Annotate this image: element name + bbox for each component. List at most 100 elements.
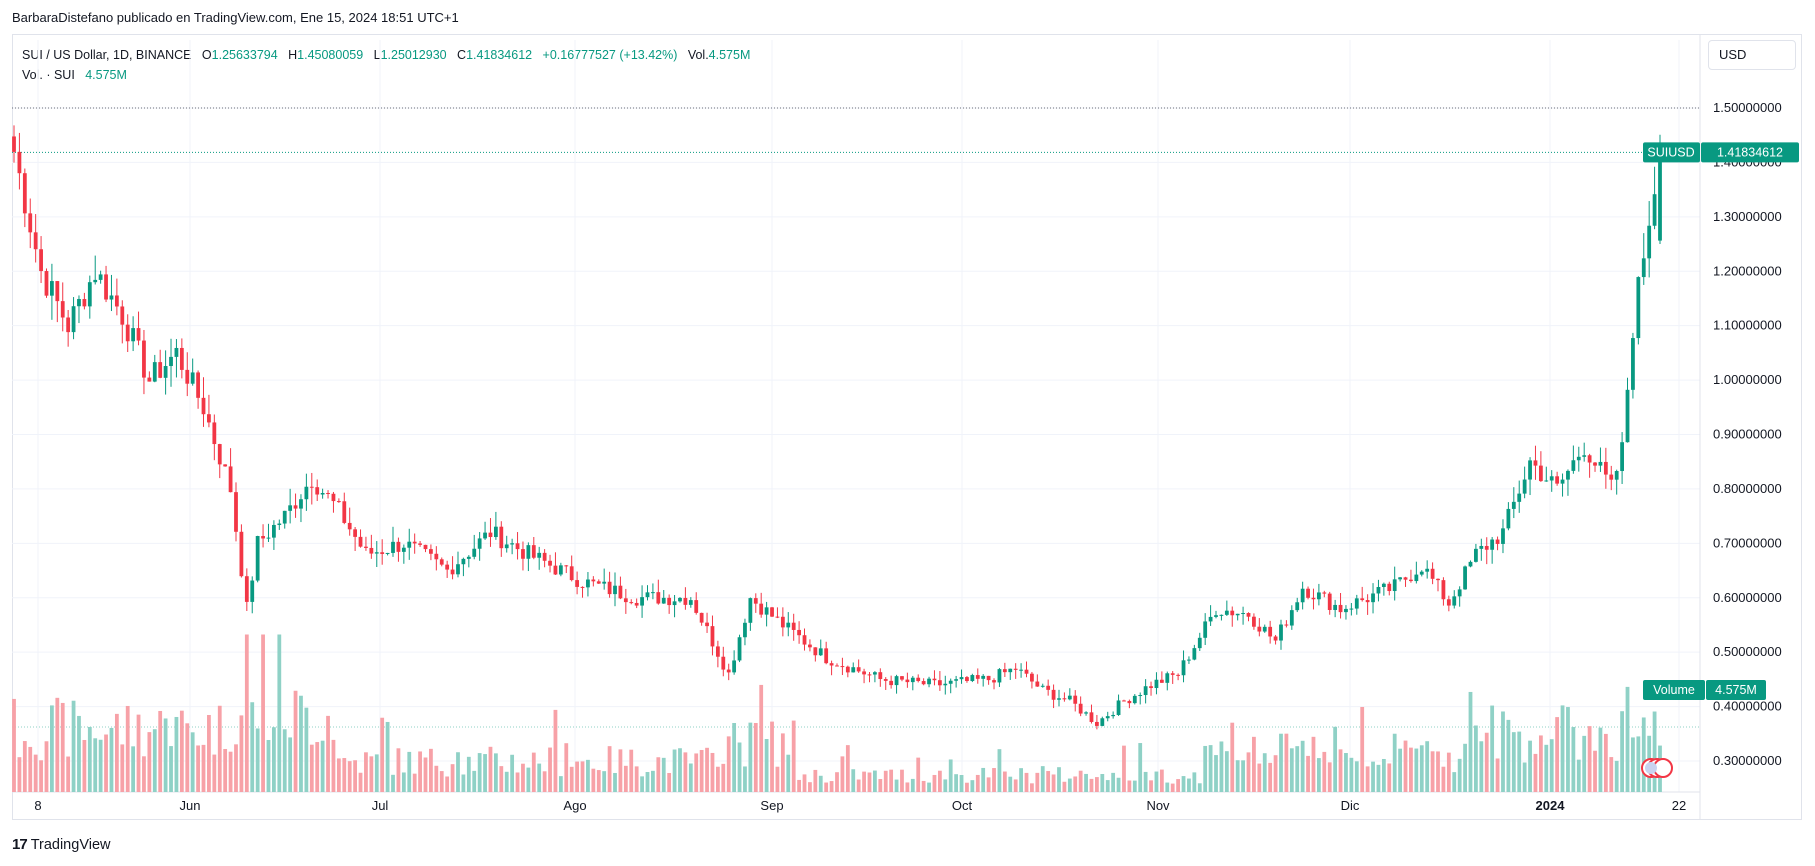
candle-body <box>461 558 466 565</box>
candle-body <box>315 487 320 495</box>
candle-body <box>845 666 850 673</box>
candle-body <box>293 505 298 509</box>
volume-bar <box>1365 766 1370 792</box>
candle-body <box>699 612 704 623</box>
volume-bar <box>169 746 173 792</box>
y-tick-label: 0.80000000 <box>1713 481 1782 496</box>
volume-bar <box>797 779 801 792</box>
volume-bar <box>244 634 249 792</box>
volume-bar <box>1506 719 1511 792</box>
candle-body <box>1327 593 1332 610</box>
volume-bar <box>1582 735 1587 792</box>
volume-bar <box>602 771 607 792</box>
volume-value-tag <box>1706 680 1766 700</box>
x-tick-label: Jul <box>372 798 389 813</box>
volume-bar <box>1246 752 1251 792</box>
volume-bar <box>104 734 108 792</box>
volume-bar <box>1625 686 1630 792</box>
volume-bar <box>1122 745 1126 792</box>
symbol-price-tag <box>1643 142 1700 163</box>
candle-body <box>1658 152 1662 241</box>
candle-body <box>342 501 347 523</box>
volume-bar <box>1511 732 1516 792</box>
candle-body <box>17 151 22 174</box>
volume-bar <box>575 761 580 792</box>
volume-bar <box>1484 732 1489 792</box>
candle-body <box>651 592 655 594</box>
volume-bar <box>234 744 238 792</box>
volume-bar <box>1614 760 1619 792</box>
candle-body <box>28 213 33 233</box>
candle-body <box>234 492 238 532</box>
y-tick-label: 1.20000000 <box>1713 263 1782 278</box>
symbol-label[interactable]: SUI / US Dollar, 1D, BINANCE <box>22 48 192 62</box>
volume-bar <box>493 753 498 792</box>
volume-bar <box>591 768 596 792</box>
candle-body <box>932 678 937 681</box>
volume-bar <box>1203 745 1208 792</box>
x-tick-label: Jun <box>180 798 201 813</box>
volume-bar <box>196 745 200 792</box>
volume-bar <box>867 772 872 792</box>
candle-body <box>136 328 141 341</box>
volume-bar <box>954 774 959 792</box>
volume-bar <box>66 756 71 792</box>
volume-bar <box>1257 763 1262 792</box>
x-tick-label: Ago <box>563 798 586 813</box>
volume-bar <box>607 746 612 792</box>
volume-bar <box>374 754 379 792</box>
volume-study-label[interactable]: Vol. · SUI <box>22 68 75 82</box>
candle-body <box>1517 493 1522 502</box>
candle-body <box>1419 571 1424 575</box>
volume-bar <box>910 778 915 792</box>
volume-bar <box>1084 773 1088 792</box>
candle-body <box>1067 695 1072 700</box>
volume-bar <box>250 702 255 792</box>
candle-body <box>1197 637 1202 649</box>
tradingview-logo[interactable]: 17 TradingView <box>12 836 110 853</box>
volume-bar <box>1419 745 1424 792</box>
volume-bar <box>553 709 558 792</box>
volume-bar <box>429 748 433 792</box>
candle-body <box>965 677 969 682</box>
chart-frame[interactable] <box>12 34 1802 820</box>
candle-body <box>114 295 119 307</box>
volume-bar <box>683 752 688 792</box>
volume-bar <box>1560 705 1565 792</box>
volume-bar <box>586 759 590 792</box>
volume-bar <box>569 766 574 792</box>
volume-bar <box>1241 760 1245 792</box>
low-label: L <box>373 48 381 62</box>
volume-bar <box>1479 741 1484 792</box>
currency-button[interactable]: USD <box>1708 40 1796 70</box>
volume-bar <box>1149 780 1153 792</box>
volume-bar <box>136 714 141 792</box>
candle-body <box>1398 577 1403 580</box>
volume-bar <box>347 761 352 792</box>
candle-body <box>380 552 385 554</box>
volume-bar <box>1154 771 1159 792</box>
volume-bar <box>1273 755 1278 792</box>
candle-body <box>1316 592 1321 600</box>
volume-bar <box>434 765 439 792</box>
volume-bar <box>1652 711 1657 792</box>
candle-body <box>1354 598 1359 609</box>
candle-body <box>66 317 71 333</box>
chart-legend: SUI / US Dollar, 1D, BINANCE O1.25633794… <box>22 45 750 85</box>
volume-bar <box>114 713 119 792</box>
candle-body <box>12 136 16 152</box>
candle-body <box>1046 685 1051 690</box>
volume-bar <box>1576 759 1581 792</box>
vol-label: Vol. <box>687 48 709 62</box>
volume-bar <box>1111 772 1116 792</box>
volume-bar <box>1224 751 1229 792</box>
candle-body <box>299 499 303 509</box>
volume-bar <box>299 695 303 792</box>
volume-bar <box>282 729 287 792</box>
volume-bar <box>1620 711 1624 792</box>
volume-bar <box>1094 777 1099 792</box>
volume-bar <box>531 752 536 792</box>
volume-bar <box>613 772 617 792</box>
candle-body <box>613 585 617 595</box>
